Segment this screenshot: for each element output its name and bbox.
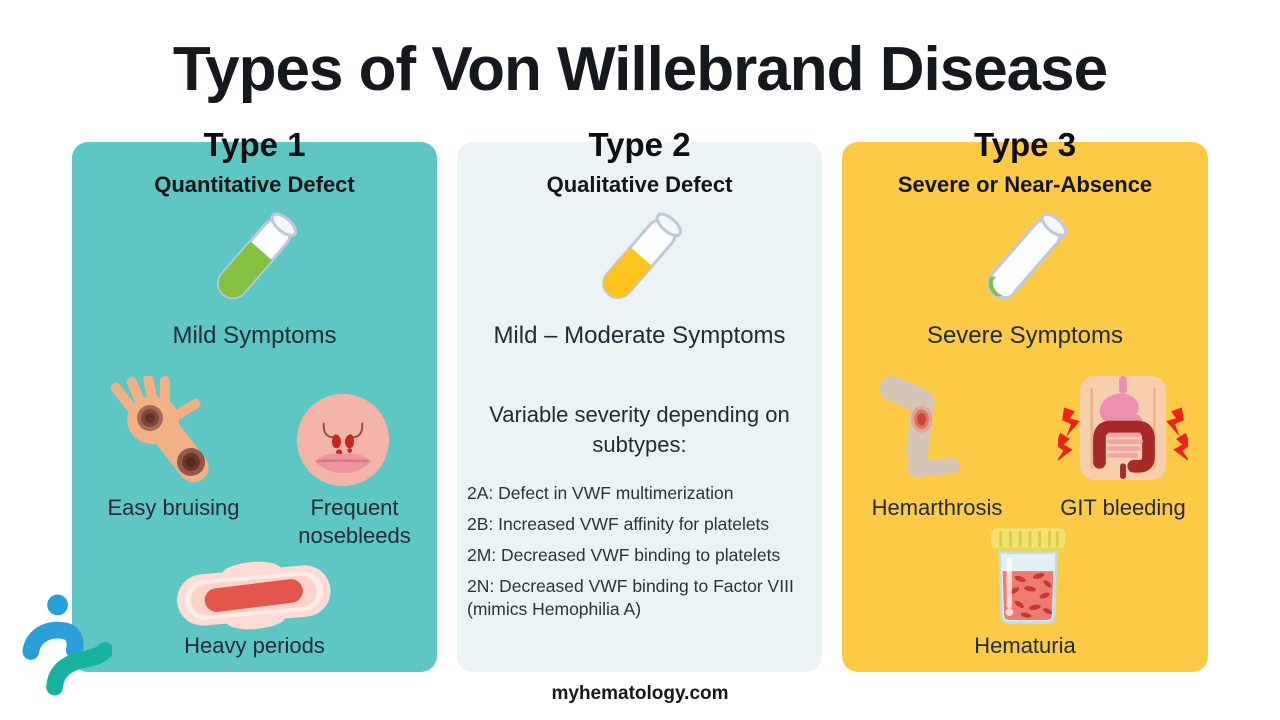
type2-card: Qualitative Defect Mild – Moderate Sympt…: [457, 142, 822, 672]
symptom-label: Hematuria: [974, 633, 1076, 658]
subtype-2a: 2A: Defect in VWF multimerization: [467, 483, 734, 503]
symptom-label: Hemarthrosis: [871, 495, 1003, 520]
symptom-label: Heavy periods: [184, 633, 325, 658]
page-title: Types of Von Willebrand Disease: [172, 35, 1108, 104]
type3-severity-text: Severe Symptoms: [926, 322, 1124, 349]
bruised-arm-icon: [98, 374, 233, 493]
symptom-label: Easy bruising: [107, 495, 240, 520]
type1-card: Quantitative Defect Mild Symptoms: [72, 142, 437, 672]
urine-sample-icon: [987, 528, 1069, 631]
type1-heading: Type 1: [203, 126, 306, 163]
type1-subtitle: Quantitative Defect: [154, 172, 355, 197]
type2-heading: Type 2: [588, 126, 691, 163]
test-tube-yellow-icon: [578, 202, 702, 314]
type3-subtitle: Severe or Near-Absence: [897, 172, 1153, 197]
subtype-2m: 2M: Decreased VWF binding to platelets: [467, 545, 781, 565]
type2-severity-text: Mild – Moderate Symptoms: [493, 322, 786, 349]
sanitary-pad-icon: [172, 553, 336, 642]
subtype-2b: 2B: Increased VWF affinity for platelets: [467, 514, 770, 534]
subtype-list: 2A: Defect in VWF multimerization 2B: In…: [467, 482, 818, 629]
myhematology-logo-icon: [18, 588, 114, 704]
type3-heading: Type 3: [973, 126, 1077, 163]
test-tube-green-icon: [193, 202, 317, 314]
type2-subtitle: Qualitative Defect: [546, 172, 733, 197]
type1-severity-text: Mild Symptoms: [172, 322, 337, 349]
footer-website: myhematology.com: [551, 683, 729, 704]
subtypes-heading: Variable severity depending on subtypes:: [489, 402, 790, 457]
symptom-label: Frequent nosebleeds: [298, 495, 411, 548]
subtype-2n: 2N: Decreased VWF binding to Factor VIII…: [467, 576, 794, 619]
nosebleed-icon: [295, 392, 391, 493]
symptom-label: GIT bleeding: [1060, 495, 1186, 520]
type3-card: Severe or Near-Absence Severe Symptoms: [842, 142, 1208, 672]
test-tube-empty-icon: [963, 202, 1087, 314]
leg-hemarthrosis-icon: [878, 374, 970, 485]
git-bleeding-icon: [1055, 376, 1191, 485]
